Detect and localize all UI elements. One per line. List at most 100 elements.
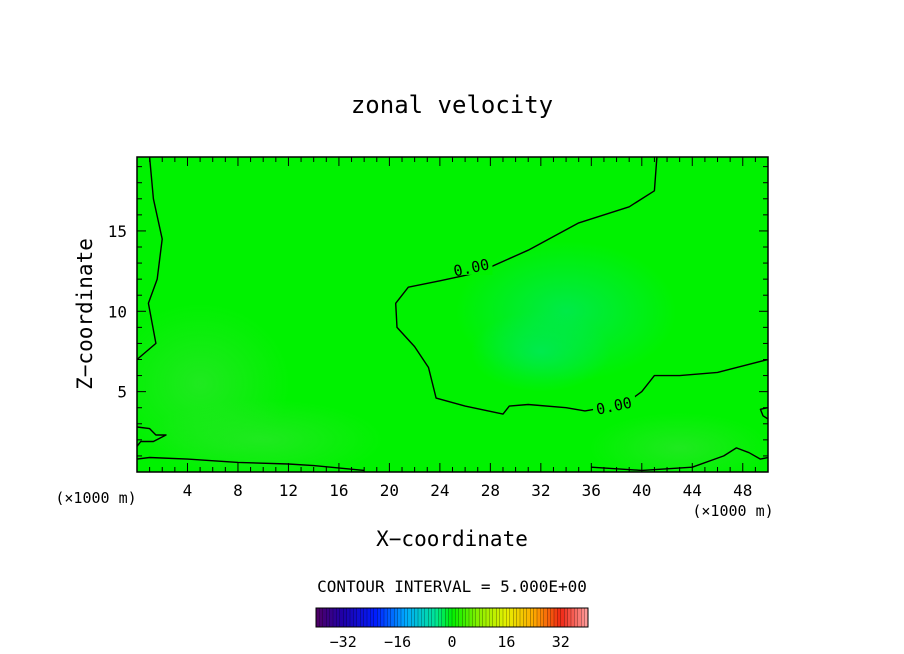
colorbar-cell-28 xyxy=(407,607,412,628)
contour-line-near-ground-left xyxy=(137,456,365,472)
shading-layer xyxy=(137,241,768,472)
x-tick-label-48: 48 xyxy=(733,481,752,500)
colorbar-cell-42 xyxy=(455,607,460,628)
x-ticks: 4 8 12 16 20 24 28 32 36 40 44 48 xyxy=(149,157,756,500)
contour-interval-label: CONTOUR INTERVAL = 5.000E+00 xyxy=(317,577,587,596)
colorbar-cell-17 xyxy=(370,607,375,628)
shading-blob-2 xyxy=(143,399,384,472)
colorbar-cell-75 xyxy=(567,607,572,628)
colorbar-cell-26 xyxy=(400,607,405,628)
colorbar-cell-10 xyxy=(346,607,351,628)
colorbar-cell-53 xyxy=(492,607,497,628)
colorbar-cell-62 xyxy=(523,607,528,628)
colorbar-cell-49 xyxy=(479,607,484,628)
colorbar-cell-65 xyxy=(533,607,538,628)
colorbar-cell-19 xyxy=(377,607,382,628)
contour-line-lower-left xyxy=(137,426,167,447)
colorbar-cell-12 xyxy=(353,607,358,628)
colorbar-cell-59 xyxy=(513,607,518,628)
colorbar-cell-58 xyxy=(509,607,514,628)
colorbar-cell-72 xyxy=(557,607,562,628)
colorbar-cell-61 xyxy=(519,607,524,628)
colorbar-cell-67 xyxy=(540,607,545,628)
shading-blob-3 xyxy=(589,412,768,472)
colorbar-cell-48 xyxy=(475,607,480,628)
y-tick-label-5: 5 xyxy=(117,383,127,402)
contour-label-bg-1 xyxy=(450,257,493,275)
chart-title: zonal velocity xyxy=(351,91,553,119)
colorbar-cell-32 xyxy=(421,607,426,628)
x-tick-label-32: 32 xyxy=(531,481,550,500)
colorbar-cell-3 xyxy=(322,607,327,628)
colorbar-cell-77 xyxy=(574,607,579,628)
colorbar-cell-35 xyxy=(431,607,436,628)
colorbar-cell-51 xyxy=(485,607,490,628)
colorbar-cell-54 xyxy=(496,607,501,628)
colorbar-cell-13 xyxy=(356,607,361,628)
colorbar-cell-52 xyxy=(489,607,494,628)
colorbar-cell-70 xyxy=(550,607,555,628)
colorbar-cell-73 xyxy=(560,607,565,628)
colorbar-tick-label-3: 0 xyxy=(447,633,456,651)
colorbar-cell-30 xyxy=(414,607,419,628)
colorbar-cell-38 xyxy=(441,607,446,628)
x-tick-label-44: 44 xyxy=(683,481,702,500)
colorbar-cell-5 xyxy=(329,607,334,628)
colorbar-cell-14 xyxy=(360,607,365,628)
colorbar-cell-25 xyxy=(397,607,402,628)
plot-area: 0.000.00 xyxy=(137,157,768,472)
x-tick-label-16: 16 xyxy=(329,481,348,500)
colorbar-cell-45 xyxy=(465,607,470,628)
colorbar-tick-label-1: −32 xyxy=(330,633,357,651)
colorbar-cell-36 xyxy=(434,607,439,628)
x-tick-label-24: 24 xyxy=(430,481,449,500)
colorbar-cell-15 xyxy=(363,607,368,628)
colorbar-cell-50 xyxy=(482,607,487,628)
x-tick-label-36: 36 xyxy=(582,481,601,500)
colorbar-cell-1 xyxy=(315,607,320,628)
colorbar-cell-74 xyxy=(564,607,569,628)
colorbar-cell-56 xyxy=(502,607,507,628)
colorbar xyxy=(315,607,589,628)
colorbar-cell-76 xyxy=(570,607,575,628)
contour-line-near-ground-right xyxy=(591,447,768,472)
colorbar-cell-29 xyxy=(411,607,416,628)
x-tick-label-20: 20 xyxy=(380,481,399,500)
colorbar-cell-37 xyxy=(438,607,443,628)
x-tick-label-8: 8 xyxy=(233,481,243,500)
colorbar-cell-7 xyxy=(336,607,341,628)
colorbar-cell-6 xyxy=(332,607,337,628)
colorbar-tick-label-2: −16 xyxy=(384,633,411,651)
x-tick-label-40: 40 xyxy=(632,481,651,500)
colorbar-cell-24 xyxy=(394,607,399,628)
colorbar-cell-34 xyxy=(428,607,433,628)
colorbar-cell-44 xyxy=(462,607,467,628)
colorbar-cell-66 xyxy=(536,607,541,628)
colorbar-cell-43 xyxy=(458,607,463,628)
colorbar-cell-57 xyxy=(506,607,511,628)
y-ticks: 5 10 15 xyxy=(108,166,768,457)
x-unit-label-right: (×1000 m) xyxy=(692,502,773,520)
colorbar-cell-8 xyxy=(339,607,344,628)
y-tick-label-15: 15 xyxy=(108,222,127,241)
x-unit-label: (×1000 m) xyxy=(55,489,136,507)
colorbar-cell-47 xyxy=(472,607,477,628)
colorbar-cell-63 xyxy=(526,607,531,628)
colorbar-cell-39 xyxy=(445,607,450,628)
colorbar-cell-27 xyxy=(404,607,409,628)
contour-line-right-edge-loop xyxy=(759,407,768,420)
colorbar-cell-2 xyxy=(319,607,324,628)
colorbar-cell-21 xyxy=(383,607,388,628)
colorbar-cell-60 xyxy=(516,607,521,628)
colorbar-cell-55 xyxy=(499,607,504,628)
contour-label-bg-2 xyxy=(593,396,636,414)
x-tick-label-28: 28 xyxy=(481,481,500,500)
colorbar-cell-9 xyxy=(343,607,348,628)
x-tick-label-4: 4 xyxy=(183,481,193,500)
colorbar-cell-68 xyxy=(543,607,548,628)
colorbar-tick-labels: −32 −16 0 16 32 xyxy=(330,633,570,651)
colorbar-cell-64 xyxy=(530,607,535,628)
colorbar-cell-4 xyxy=(326,607,331,628)
colorbar-cell-22 xyxy=(387,607,392,628)
